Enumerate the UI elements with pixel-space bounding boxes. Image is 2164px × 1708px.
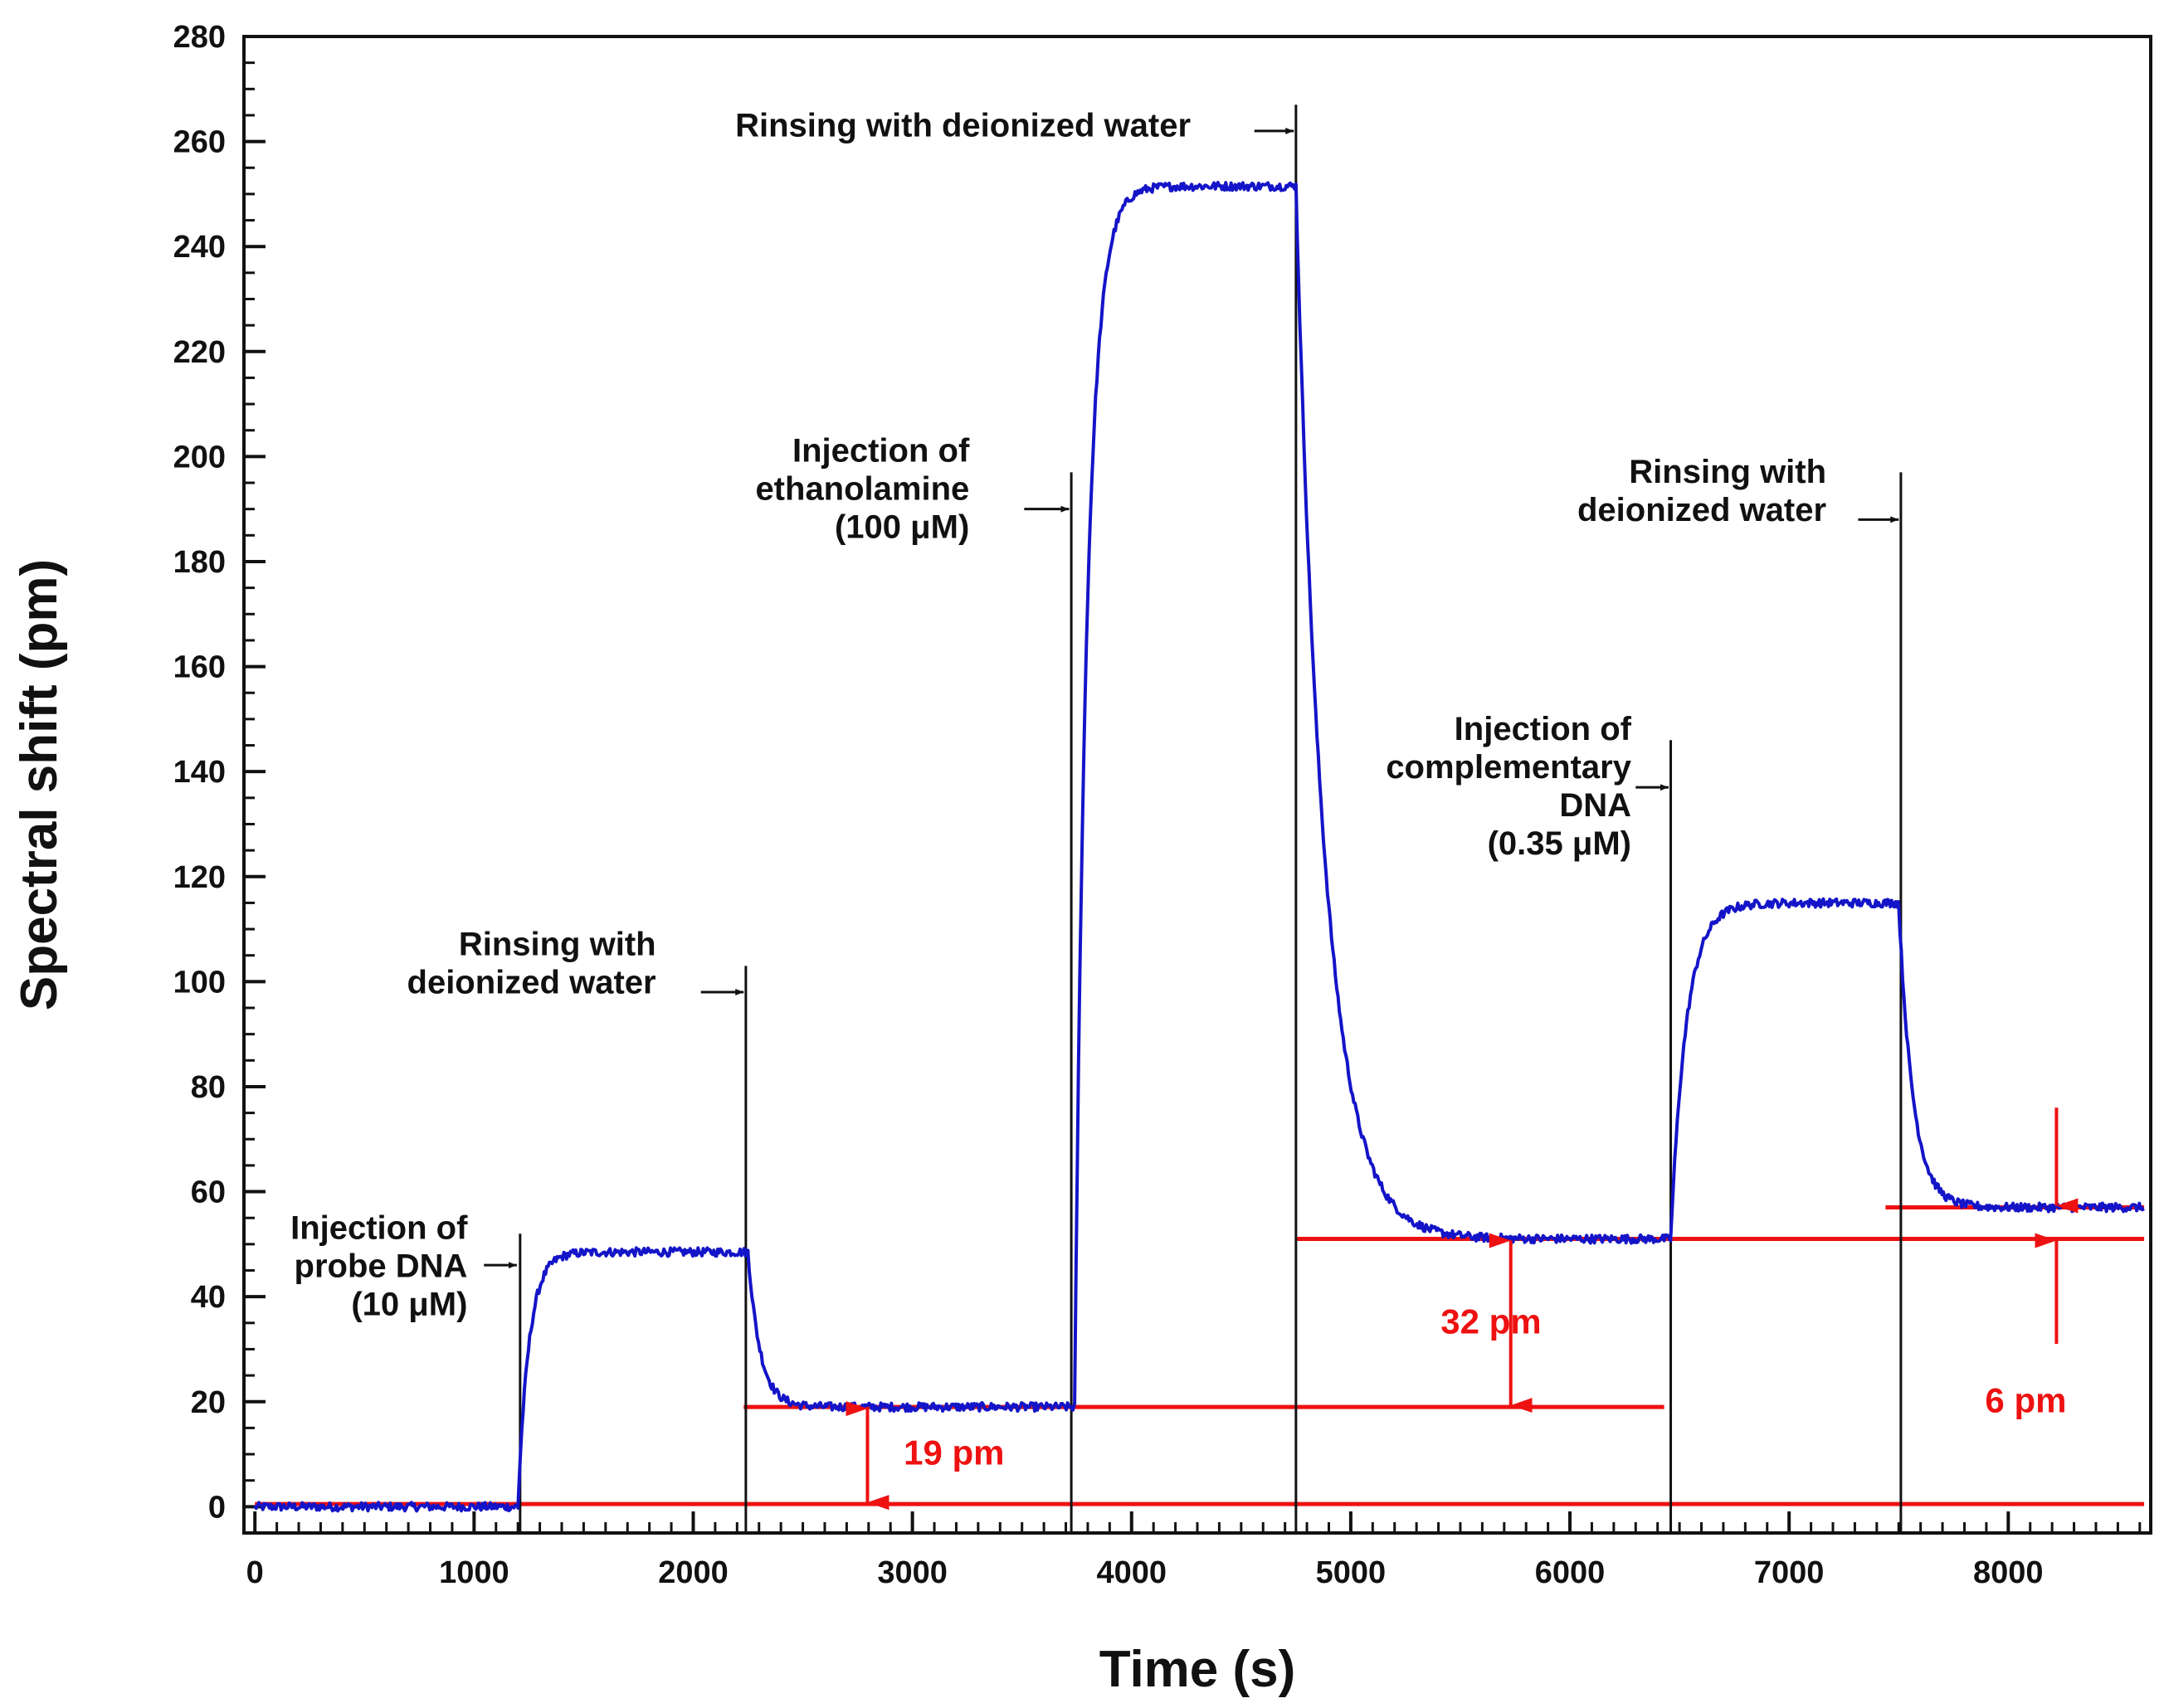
x-tick-label: 8000 — [1973, 1555, 2044, 1590]
annotation-text: complementary — [1386, 749, 1631, 786]
shift-label: 6 pm — [1985, 1380, 2066, 1419]
y-tick-label: 160 — [173, 650, 226, 685]
annotation-text: DNA — [1559, 787, 1631, 824]
annotation-text: deionized water — [407, 965, 656, 1001]
baseline-lines — [255, 1205, 2145, 1506]
shift-label: 19 pm — [904, 1433, 1004, 1472]
x-tick-labels: 0 1000 2000 3000 4000 5000 6000 7000 8000 — [246, 1555, 2044, 1590]
event-lines — [519, 105, 1903, 1533]
x-tick-label: 0 — [246, 1555, 264, 1590]
annotation-text: (0.35 μM) — [1488, 825, 1631, 862]
annotation-text: Injection of — [792, 433, 970, 470]
y-tick-label: 200 — [173, 440, 226, 474]
y-tick-label: 280 — [173, 20, 226, 55]
annotation-text: probe DNA — [295, 1248, 468, 1285]
data-series — [253, 181, 2145, 1513]
y-tick-label: 240 — [173, 230, 226, 265]
annotation-text: Injection of — [290, 1210, 468, 1247]
x-tick-label: 2000 — [658, 1555, 729, 1590]
y-tick-label: 180 — [173, 545, 226, 580]
y-tick-label: 80 — [191, 1070, 226, 1105]
annotation-text: (10 μM) — [351, 1287, 467, 1323]
annotation-text: ethanolamine — [755, 471, 969, 508]
axis-ticks — [244, 35, 2142, 1533]
annotation-text: Rinsing with deionized water — [735, 107, 1191, 144]
x-tick-label: 1000 — [439, 1555, 509, 1590]
plot-frame — [242, 35, 2152, 1535]
x-tick-label: 5000 — [1316, 1555, 1387, 1590]
y-tick-label: 260 — [173, 125, 226, 160]
x-tick-label: 7000 — [1754, 1555, 1825, 1590]
x-tick-label: 4000 — [1096, 1555, 1167, 1590]
y-tick-label: 40 — [191, 1280, 226, 1315]
annotation-text: Rinsing with — [459, 927, 656, 963]
y-tick-label: 140 — [173, 755, 226, 790]
y-tick-label: 20 — [191, 1385, 226, 1420]
annotation-text: (100 μM) — [835, 509, 969, 546]
y-tick-label: 120 — [173, 860, 226, 895]
annotation-text: deionized water — [1577, 492, 1826, 528]
shift-label: 32 pm — [1440, 1302, 1541, 1341]
y-tick-label: 100 — [173, 965, 226, 1000]
annotation-text: Rinsing with — [1629, 454, 1826, 490]
series-line — [253, 181, 2145, 1513]
shift-markers: 19 pm 32 pm 6 pm — [846, 1107, 2079, 1511]
y-axis-title: Spectral shift (pm) — [11, 559, 68, 1010]
y-tick-label: 0 — [208, 1490, 226, 1525]
y-tick-label: 220 — [173, 335, 226, 370]
annotation-text: Injection of — [1455, 711, 1632, 747]
y-tick-labels: 0 20 40 60 80 100 120 140 160 180 200 220 240 260 280 — [173, 20, 226, 1525]
x-tick-label: 6000 — [1535, 1555, 1606, 1590]
y-tick-label: 60 — [191, 1175, 226, 1210]
x-tick-label: 3000 — [877, 1555, 948, 1590]
x-axis-title: Time (s) — [1099, 1641, 1296, 1698]
